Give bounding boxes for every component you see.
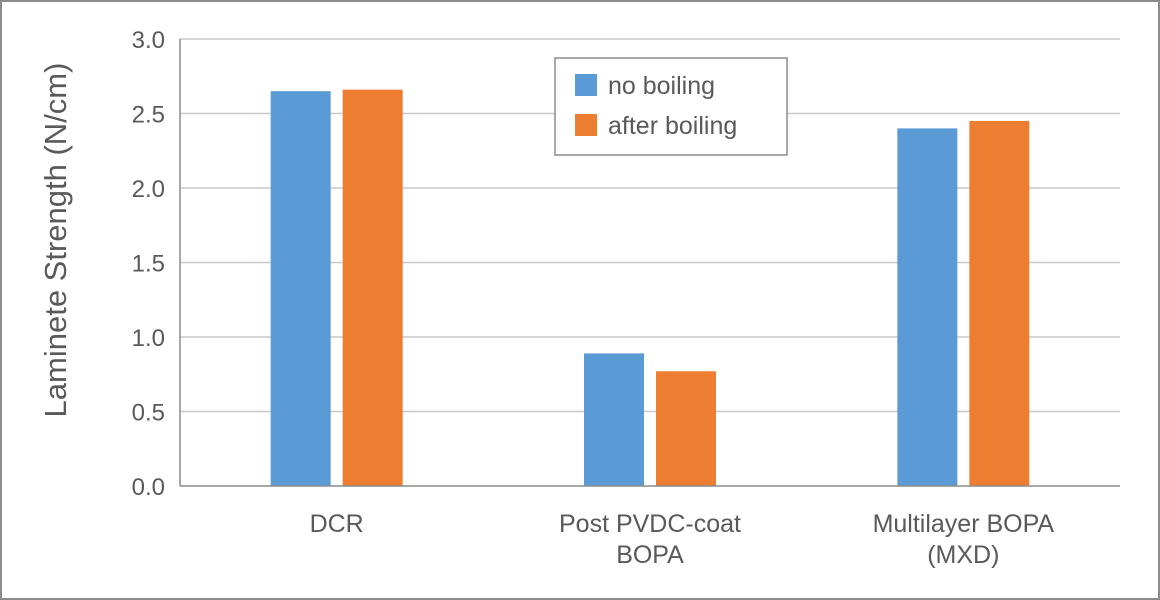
bar-no-boiling-2 (897, 128, 958, 486)
y-axis-title: Laminete Strength (N/cm) (38, 63, 73, 418)
y-tick-label: 0.0 (132, 474, 165, 501)
y-tick-label: 2.0 (132, 176, 165, 203)
y-tick-label: 2.5 (132, 102, 165, 129)
bar-no-boiling-1 (584, 353, 644, 486)
bar-no-boiling-0 (270, 91, 331, 487)
y-tick-label: 1.5 (132, 251, 165, 278)
x-category-label: DCR (310, 510, 364, 538)
x-category-label: BOPA (616, 541, 684, 569)
bar-after-boiling-1 (656, 371, 716, 486)
x-category-label: (MXD) (927, 541, 999, 569)
y-axis-ticks: 0.0 0.5 1.0 1.5 2.0 2.5 3.0 (132, 27, 165, 501)
legend-swatch (575, 114, 597, 136)
y-tick-label: 3.0 (132, 27, 165, 54)
bar-after-boiling-2 (969, 120, 1030, 486)
legend-label: after boiling (608, 112, 737, 140)
bars (270, 89, 1030, 487)
legend-label: no boiling (608, 72, 715, 100)
y-tick-label: 0.5 (132, 400, 165, 427)
legend: no boiling after boiling (554, 57, 788, 156)
y-tick-label: 1.0 (132, 325, 165, 352)
bar-after-boiling-0 (342, 89, 403, 486)
x-category-label: Multilayer BOPA (873, 510, 1055, 538)
x-axis-labels: DCR Post PVDC-coat BOPA Multilayer BOPA (MXD… (310, 510, 1055, 569)
legend-swatch (575, 74, 597, 96)
x-category-label: Post PVDC-coat (559, 510, 741, 538)
